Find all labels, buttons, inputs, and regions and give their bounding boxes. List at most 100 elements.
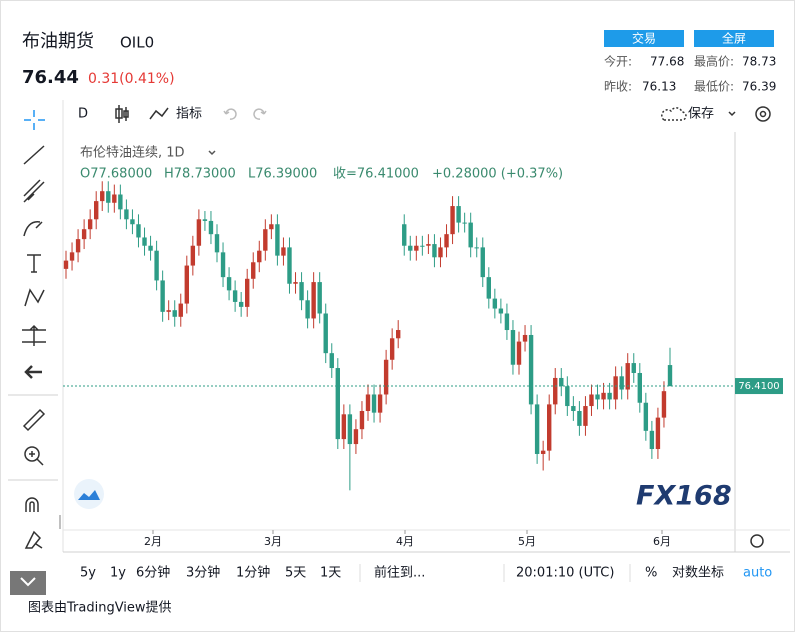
candle-body xyxy=(565,386,570,407)
lock-tool[interactable] xyxy=(24,530,43,549)
zoom-tool-cross xyxy=(29,451,44,466)
candle-body xyxy=(329,353,334,369)
candle-body xyxy=(432,244,437,258)
zoom-tool[interactable] xyxy=(24,446,40,462)
save-menu[interactable] xyxy=(728,111,736,117)
instrument-code: OIL0 xyxy=(120,34,154,52)
candle-body xyxy=(142,237,147,246)
candle-body xyxy=(208,220,214,235)
candle-body xyxy=(667,365,673,387)
indicator-icon[interactable] xyxy=(149,107,169,120)
magnet-tool[interactable] xyxy=(25,497,39,512)
save[interactable]: 保存 xyxy=(688,107,714,122)
legend-menu[interactable] xyxy=(208,150,216,156)
candle-body xyxy=(75,239,81,253)
candle-body xyxy=(365,394,371,412)
back-arrow[interactable] xyxy=(24,365,42,379)
candle-body xyxy=(583,406,588,426)
range-button[interactable]: 1分钟 xyxy=(236,565,270,581)
candle-body xyxy=(589,394,594,407)
candle-body xyxy=(450,206,455,235)
candle-body xyxy=(281,247,286,256)
range-buttons: 5y 1y 6分钟 3分钟 1分钟 5天 1天 xyxy=(80,565,341,581)
candle-body xyxy=(166,310,171,312)
trade-button-label[interactable]: 交易 xyxy=(632,31,656,46)
auto-toggle[interactable]: auto xyxy=(743,566,772,581)
candle-body xyxy=(359,411,365,430)
candle-body xyxy=(257,250,262,263)
candle-body xyxy=(571,406,576,412)
tv-logo xyxy=(78,490,100,500)
last-price: 76.44 xyxy=(22,67,79,88)
candle-body xyxy=(553,377,558,405)
candle-body xyxy=(226,277,232,291)
candle-body xyxy=(577,411,582,426)
candle-icon[interactable] xyxy=(115,105,129,123)
candle-body xyxy=(661,391,667,418)
collapse-icon xyxy=(20,577,36,587)
instrument-name: 布油期货 xyxy=(22,31,94,52)
legend-value: H78.73000 xyxy=(164,167,236,182)
text-tool[interactable] xyxy=(27,254,41,273)
candle-body xyxy=(444,234,449,248)
legend-value: 收=76.41000 xyxy=(333,167,419,182)
month-label: 2月 xyxy=(144,535,162,548)
legend-value: O77.68000 xyxy=(80,167,152,182)
candle-body xyxy=(462,222,467,224)
candle-body xyxy=(516,341,522,365)
candle-body xyxy=(510,330,516,365)
candle-body xyxy=(238,301,244,307)
pattern-tool[interactable] xyxy=(24,288,45,307)
month-label: 4月 xyxy=(396,535,414,548)
undo[interactable] xyxy=(223,108,237,120)
fib-tool[interactable] xyxy=(23,179,45,203)
percent-toggle[interactable]: % xyxy=(645,566,657,581)
log-toggle[interactable]: 对数坐标 xyxy=(672,566,724,581)
candle-body xyxy=(504,313,510,331)
range-button[interactable]: 5y xyxy=(80,566,96,581)
brush-tool[interactable] xyxy=(23,221,43,237)
candle-body xyxy=(655,417,661,450)
candle-body xyxy=(649,430,655,450)
redo[interactable] xyxy=(253,108,267,120)
candle-body xyxy=(468,222,473,248)
candle-body xyxy=(559,377,564,387)
range-button[interactable]: 5天 xyxy=(285,566,306,581)
range-button[interactable]: 1天 xyxy=(320,566,341,581)
candle-body xyxy=(154,250,159,281)
current-price-label: 76.4100 xyxy=(738,381,779,392)
indicators[interactable]: 指标 xyxy=(176,107,202,122)
fullscreen-button-label[interactable]: 全屏 xyxy=(722,31,746,46)
range-button[interactable]: 1y xyxy=(110,566,126,581)
candle-body xyxy=(396,330,401,339)
range-button[interactable]: 6分钟 xyxy=(136,565,170,581)
stat-value: 77.68 xyxy=(650,55,684,69)
candle-body xyxy=(625,363,630,390)
candle-body xyxy=(522,334,528,342)
candle-body xyxy=(534,404,540,454)
clock: 20:01:10 (UTC) xyxy=(516,566,614,581)
candle-body xyxy=(474,247,479,249)
range-button[interactable]: 3分钟 xyxy=(186,565,220,581)
crosshair-tool[interactable] xyxy=(24,110,45,130)
axis-settings[interactable] xyxy=(750,534,764,548)
goto-date[interactable]: 前往到... xyxy=(374,565,425,581)
measure-tool[interactable] xyxy=(22,324,46,346)
ruler-tool[interactable] xyxy=(22,408,46,432)
fullscreen-button[interactable] xyxy=(694,30,774,47)
candle-body xyxy=(232,290,238,302)
settings[interactable] xyxy=(755,106,771,122)
trend-line-tool[interactable] xyxy=(23,145,45,165)
legend-title[interactable]: 布伦特油连续, 1D xyxy=(80,145,185,161)
candle-body xyxy=(426,244,431,246)
collapse-button[interactable] xyxy=(10,571,46,595)
candle-body xyxy=(323,313,328,354)
trade-button[interactable] xyxy=(604,30,684,47)
candle-body xyxy=(619,376,624,390)
interval[interactable]: D xyxy=(78,107,88,122)
candle-body xyxy=(251,262,256,279)
settings-core xyxy=(759,110,767,118)
legend-values: O77.68000 H78.73000 L76.39000 收=76.41000 +0.… xyxy=(80,167,563,182)
candle-body xyxy=(63,260,69,269)
